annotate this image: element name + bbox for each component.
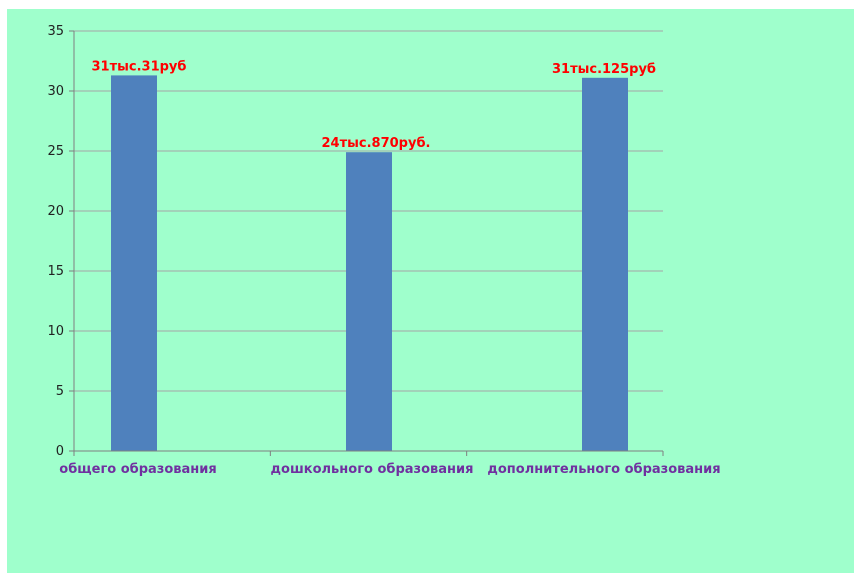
- bar: [111, 75, 157, 452]
- y-tick-label: 15: [47, 264, 64, 279]
- y-tick-label: 35: [47, 24, 64, 39]
- bar: [346, 152, 392, 451]
- bar: [582, 77, 628, 452]
- category-label: общего образования: [59, 462, 216, 477]
- chart-area: 0 5 10 15 20 25 30 35 31тыс.31руб 24тыс.870руб. 3…: [7, 9, 854, 573]
- y-tick-label: 30: [47, 84, 64, 99]
- data-label: 31тыс.31руб: [92, 59, 187, 74]
- y-tick-label: 0: [56, 444, 64, 459]
- data-labels: 31тыс.31руб 24тыс.870руб. 31тыс.125руб: [92, 59, 657, 151]
- data-label: 24тыс.870руб.: [322, 136, 431, 151]
- category-labels: общего образования дошкольного образовани…: [59, 462, 720, 477]
- y-axis-ticks: 0 5 10 15 20 25 30 35: [47, 24, 664, 459]
- category-label: дошкольного образования: [271, 462, 474, 477]
- y-tick-label: 25: [47, 144, 64, 159]
- y-tick-label: 5: [56, 384, 64, 399]
- y-tick-label: 20: [47, 204, 64, 219]
- y-tick-label: 10: [47, 324, 64, 339]
- data-label: 31тыс.125руб: [552, 62, 656, 77]
- bars: [111, 75, 628, 452]
- category-label: дополнительного образования: [487, 462, 720, 477]
